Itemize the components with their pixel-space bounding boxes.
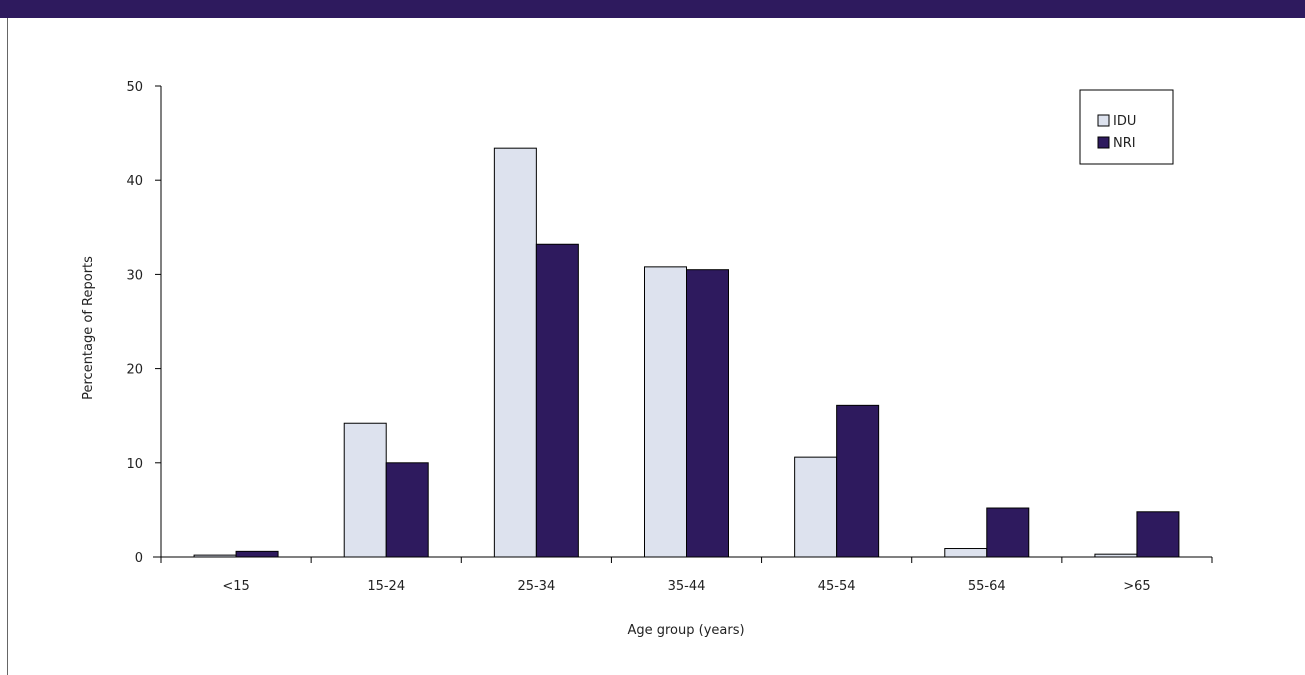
left-border-rule <box>7 18 8 675</box>
bar-nri <box>385 462 429 558</box>
chart-ticks: 0 10 20 30 40 50 <15 15-24 25-34 35-44 45-54 55-64 >… <box>126 80 1213 594</box>
bar-idu <box>944 548 988 558</box>
chart-bars <box>193 147 1180 558</box>
x-tick-label: <15 <box>222 579 249 594</box>
x-tick-label: 35-44 <box>668 579 706 594</box>
x-tick-label: 55-64 <box>968 579 1006 594</box>
y-tick-label: 20 <box>126 363 143 378</box>
legend-label-idu: IDU <box>1113 114 1136 129</box>
bar-idu <box>493 147 537 558</box>
y-tick-label: 10 <box>126 457 143 472</box>
x-tick-label: >65 <box>1123 579 1150 594</box>
y-tick-label: 40 <box>126 174 143 189</box>
x-axis-title: Age group (years) <box>627 623 744 638</box>
y-axis-title: Percentage of Reports <box>81 256 96 400</box>
bar-idu <box>1094 553 1138 558</box>
bar-nri <box>686 269 729 558</box>
legend-swatch-idu <box>1097 114 1110 127</box>
y-tick-label: 0 <box>135 551 143 566</box>
header-banner <box>0 0 1305 18</box>
bar-idu <box>193 554 237 558</box>
bar-nri <box>535 243 579 558</box>
bar-nri <box>235 550 279 558</box>
bar-nri <box>1136 511 1180 558</box>
chart-legend: IDU NRI <box>1079 89 1174 165</box>
bar-idu <box>644 266 687 558</box>
bar-idu <box>343 422 387 558</box>
legend-label-nri: NRI <box>1113 136 1136 151</box>
bar-idu <box>794 456 838 558</box>
x-tick-label: 25-34 <box>517 579 555 594</box>
y-tick-label: 50 <box>126 80 143 95</box>
bar-nri <box>836 404 880 558</box>
legend-swatch-nri <box>1097 136 1110 149</box>
y-tick-label: 30 <box>126 268 143 283</box>
x-tick-label: 45-54 <box>818 579 856 594</box>
legend-box <box>1079 89 1174 165</box>
bar-nri <box>986 507 1030 558</box>
x-tick-label: 15-24 <box>367 579 405 594</box>
